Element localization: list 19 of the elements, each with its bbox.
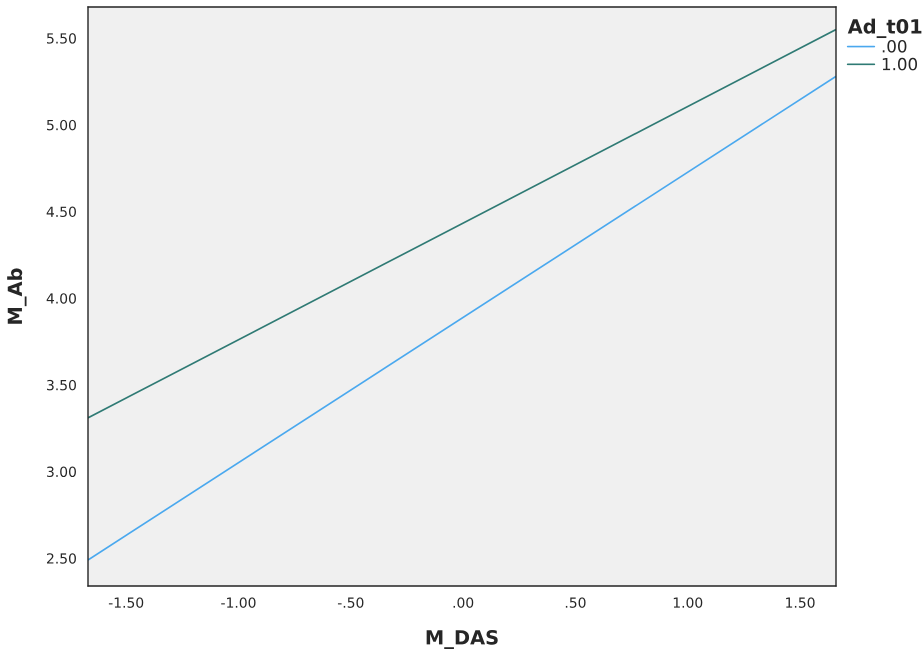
x-tick-label: 1.00 bbox=[674, 597, 702, 608]
x-tick-label: .00 bbox=[454, 597, 474, 608]
y-tick-label: 4.50 bbox=[46, 206, 76, 218]
x-tick-label: 1.50 bbox=[786, 597, 815, 608]
y-tick-label: 3.50 bbox=[47, 380, 76, 390]
y-tick-label: 3.00 bbox=[47, 466, 76, 478]
y-tick-label: 5.00 bbox=[47, 120, 76, 130]
y-tick-label: 4.00 bbox=[46, 293, 76, 304]
x-tick-label: -.50 bbox=[338, 597, 364, 608]
x-tick-label: -1.00 bbox=[221, 597, 256, 608]
y-tick-label: 2.50 bbox=[46, 553, 76, 564]
y-axis-title: M_Ab bbox=[7, 268, 27, 324]
x-tick-label: -1.50 bbox=[108, 597, 144, 608]
y-tick-label: 5.50 bbox=[47, 33, 76, 44]
x-axis-title: M_DAS bbox=[426, 630, 498, 650]
legend-label: 1.00 bbox=[882, 58, 918, 70]
legend-label: .00 bbox=[882, 40, 906, 53]
legend-title: Ad_t01 bbox=[848, 18, 922, 38]
x-tick-label: .50 bbox=[566, 597, 586, 608]
